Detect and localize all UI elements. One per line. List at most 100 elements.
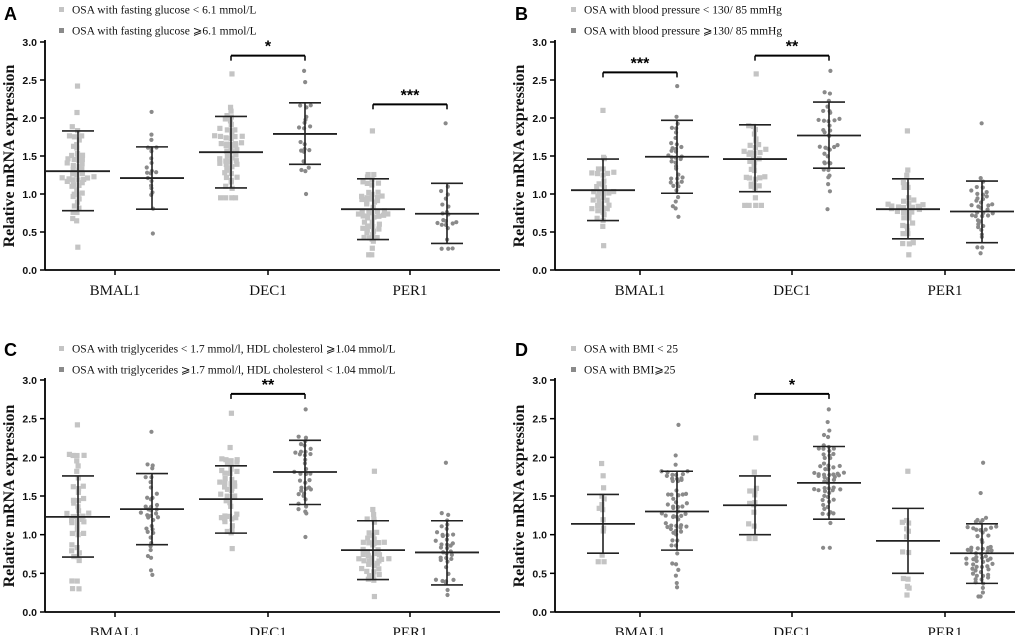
data-point-bmal1-g2	[669, 492, 674, 497]
data-point-per1-g2	[975, 546, 980, 551]
data-point-dec1-g1	[746, 123, 752, 129]
data-point-bmal1-g1	[79, 166, 85, 172]
data-point-bmal1-g1	[595, 208, 601, 214]
data-point-bmal1-g2	[674, 580, 679, 586]
data-point-bmal1-g1	[76, 196, 82, 202]
data-point-bmal1-g2	[145, 553, 151, 559]
data-point-bmal1-g1	[71, 203, 78, 209]
data-point-bmal1-g2	[149, 429, 154, 434]
x-tick-label-dec1: DEC1	[249, 283, 287, 299]
data-point-bmal1-g1	[606, 190, 612, 196]
data-point-bmal1-g1	[594, 170, 601, 177]
data-point-dec1-g1	[234, 174, 240, 180]
data-point-bmal1-g1	[604, 206, 610, 212]
data-point-bmal1-g1	[74, 578, 80, 584]
data-point-bmal1-g1	[91, 174, 97, 180]
data-point-per1-g2	[446, 512, 451, 517]
data-point-dec1-g1	[224, 165, 230, 171]
data-point-per1-g2	[983, 554, 988, 559]
data-point-bmal1-g1	[70, 143, 77, 149]
data-point-dec1-g2	[306, 485, 312, 490]
data-point-dec1-g1	[748, 166, 754, 172]
panel-d: D OSA with BMI < 25 OSA with BMI⩾25 Relativ…	[511, 340, 1015, 635]
data-point-per1-g1	[364, 568, 370, 574]
data-point-per1-g1	[371, 214, 377, 220]
data-point-per1-g1	[375, 189, 381, 195]
data-point-per1-g1	[899, 519, 905, 525]
data-point-bmal1-g1	[76, 557, 82, 564]
data-point-dec1-g2	[299, 485, 304, 490]
data-point-bmal1-g1	[69, 518, 75, 524]
legend-label-1: OSA with fasting glucose < 6.1 mmol/L	[72, 5, 256, 17]
y-tick-label: 2.5	[532, 75, 547, 87]
data-point-per1-g1	[904, 128, 911, 134]
data-point-bmal1-g2	[679, 476, 684, 481]
legend-marker-1	[59, 346, 64, 351]
data-point-dec1-g1	[741, 148, 747, 154]
data-point-per1-g2	[990, 202, 995, 207]
data-point-per1-g2	[975, 196, 980, 201]
data-point-per1-g1	[364, 227, 370, 233]
data-point-bmal1-g2	[673, 453, 678, 458]
data-point-per1-g1	[374, 235, 380, 241]
data-point-dec1-g2	[298, 449, 304, 454]
data-point-dec1-g2	[821, 118, 827, 123]
data-point-per1-g2	[973, 568, 978, 573]
data-point-dec1-g2	[821, 446, 826, 451]
data-point-per1-g1	[359, 208, 365, 214]
data-point-bmal1-g1	[601, 496, 607, 502]
data-point-bmal1-g1	[64, 160, 70, 166]
data-point-per1-g1	[895, 204, 902, 210]
data-point-dec1-g1	[232, 127, 238, 133]
data-point-bmal1-g1	[79, 156, 85, 162]
data-point-dec1-g2	[822, 485, 827, 491]
data-point-per1-g2	[439, 524, 444, 529]
data-point-bmal1-g1	[84, 175, 91, 181]
data-point-dec1-g1	[223, 135, 229, 141]
data-point-bmal1-g2	[143, 504, 148, 509]
data-point-per1-g1	[909, 204, 915, 210]
legend-marker-2	[571, 367, 576, 372]
data-point-bmal1-g2	[149, 132, 154, 137]
data-point-bmal1-g1	[70, 162, 76, 169]
data-point-dec1-g1	[224, 528, 230, 535]
data-point-dec1-g2	[303, 509, 308, 514]
data-point-dec1-g2	[827, 189, 833, 194]
data-point-per1-g1	[360, 551, 366, 557]
data-point-per1-g1	[356, 556, 362, 562]
data-point-per1-g2	[975, 517, 980, 523]
data-point-dec1-g2	[831, 451, 836, 457]
data-point-bmal1-g1	[74, 458, 80, 464]
data-point-dec1-g2	[816, 117, 821, 123]
data-point-bmal1-g2	[671, 183, 676, 188]
data-point-bmal1-g1	[611, 188, 617, 195]
data-point-dec1-g1	[752, 535, 758, 542]
y-tick-label: 1.0	[532, 189, 547, 201]
data-point-bmal1-g2	[680, 175, 685, 180]
data-point-per1-g2	[988, 544, 993, 550]
data-point-bmal1-g2	[144, 170, 150, 175]
y-tick-label: 2.0	[532, 113, 547, 125]
legend-marker-1	[571, 346, 576, 351]
data-point-bmal1-g1	[601, 559, 607, 565]
data-point-dec1-g1	[757, 149, 763, 156]
data-point-bmal1-g1	[79, 516, 85, 523]
data-point-dec1-g1	[228, 458, 234, 464]
data-point-bmal1-g1	[589, 206, 595, 212]
x-tick-label-per1: PER1	[927, 283, 962, 299]
data-point-per1-g2	[439, 511, 444, 516]
data-point-bmal1-g2	[153, 511, 159, 516]
data-point-bmal1-g1	[70, 167, 76, 173]
data-point-per1-g1	[906, 241, 912, 247]
data-point-bmal1-g2	[669, 523, 674, 528]
data-point-bmal1-g1	[69, 152, 75, 159]
data-point-dec1-g1	[747, 500, 753, 507]
data-point-bmal1-g2	[673, 562, 679, 567]
data-point-dec1-g2	[821, 452, 826, 457]
data-point-per1-g2	[965, 547, 970, 552]
data-point-bmal1-g2	[150, 231, 155, 236]
data-point-per1-g2	[980, 245, 985, 250]
data-point-bmal1-g1	[74, 452, 80, 459]
data-point-dec1-g1	[755, 142, 762, 148]
data-point-bmal1-g2	[679, 179, 684, 184]
